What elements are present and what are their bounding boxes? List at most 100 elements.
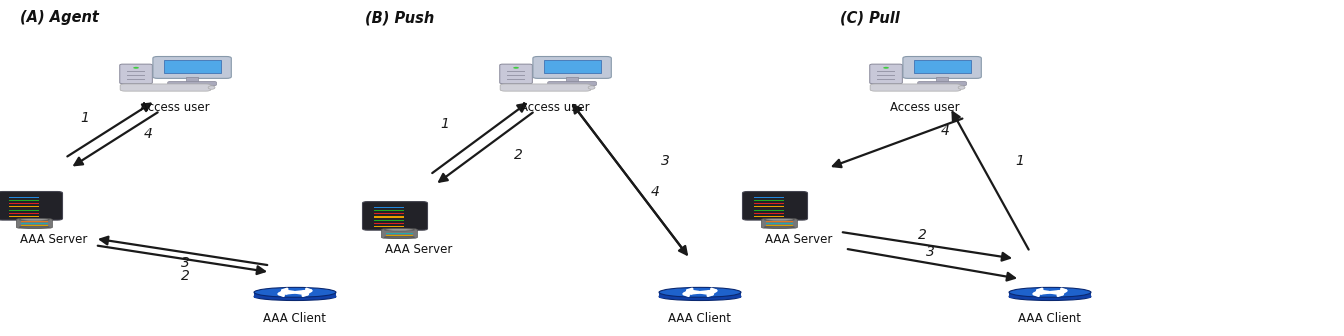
Ellipse shape — [384, 236, 414, 239]
Bar — [876, 75, 895, 76]
FancyBboxPatch shape — [918, 81, 966, 86]
FancyBboxPatch shape — [153, 56, 231, 78]
Text: 3: 3 — [660, 154, 669, 168]
Bar — [374, 223, 405, 224]
FancyBboxPatch shape — [762, 219, 797, 228]
Ellipse shape — [384, 228, 414, 231]
Text: AAA Client: AAA Client — [668, 312, 731, 325]
Bar — [754, 200, 785, 201]
Text: AAA Client: AAA Client — [263, 312, 327, 325]
Bar — [876, 79, 895, 80]
Ellipse shape — [1009, 293, 1091, 300]
FancyBboxPatch shape — [382, 229, 418, 238]
Text: 4: 4 — [144, 127, 152, 141]
FancyBboxPatch shape — [1009, 292, 1091, 298]
Text: AAA Server: AAA Server — [384, 243, 453, 256]
Text: 1: 1 — [81, 111, 90, 125]
FancyBboxPatch shape — [120, 64, 152, 84]
Ellipse shape — [19, 218, 50, 221]
Text: AAA Client: AAA Client — [1019, 312, 1082, 325]
Text: 3: 3 — [180, 256, 190, 270]
Bar — [754, 197, 785, 198]
Text: 1: 1 — [1016, 154, 1024, 168]
Ellipse shape — [765, 226, 794, 228]
Text: (A) Agent: (A) Agent — [20, 10, 99, 25]
FancyBboxPatch shape — [168, 81, 216, 86]
FancyBboxPatch shape — [363, 202, 427, 230]
Circle shape — [133, 67, 138, 69]
Circle shape — [883, 67, 888, 69]
Ellipse shape — [958, 86, 965, 89]
Text: AAA Server: AAA Server — [765, 233, 832, 246]
Ellipse shape — [208, 86, 215, 89]
Bar — [754, 216, 785, 217]
Text: (C) Pull: (C) Pull — [840, 10, 899, 25]
Bar — [754, 213, 785, 214]
FancyBboxPatch shape — [16, 219, 52, 228]
Text: Access user: Access user — [140, 101, 210, 114]
Bar — [374, 216, 405, 217]
FancyBboxPatch shape — [870, 64, 902, 84]
Bar — [22, 223, 48, 224]
FancyBboxPatch shape — [500, 84, 591, 91]
Text: Access user: Access user — [520, 101, 590, 114]
Bar — [126, 79, 145, 80]
Bar — [22, 225, 48, 226]
Bar — [374, 207, 405, 208]
Bar — [126, 75, 145, 76]
Bar — [766, 225, 793, 226]
Bar — [22, 221, 48, 222]
FancyBboxPatch shape — [254, 292, 336, 298]
Bar — [937, 77, 948, 82]
Bar — [914, 60, 970, 73]
Bar — [507, 71, 526, 72]
Text: 4: 4 — [941, 124, 949, 138]
Text: 2: 2 — [918, 228, 926, 242]
Bar — [187, 77, 198, 82]
Bar — [507, 75, 526, 76]
Bar — [9, 213, 39, 214]
Bar — [374, 220, 405, 221]
FancyBboxPatch shape — [500, 64, 532, 84]
Circle shape — [513, 67, 519, 69]
FancyBboxPatch shape — [870, 84, 961, 91]
FancyBboxPatch shape — [548, 81, 597, 86]
Bar — [374, 226, 405, 227]
Text: 1: 1 — [441, 117, 449, 131]
FancyBboxPatch shape — [903, 56, 981, 78]
Ellipse shape — [19, 226, 50, 228]
Text: 2: 2 — [180, 269, 190, 283]
Bar — [754, 210, 785, 211]
FancyBboxPatch shape — [534, 56, 612, 78]
Bar — [566, 77, 578, 82]
Text: 4: 4 — [650, 184, 660, 199]
Bar — [374, 210, 405, 211]
Ellipse shape — [765, 218, 794, 221]
Bar — [507, 79, 526, 80]
Ellipse shape — [659, 287, 741, 297]
Bar — [754, 206, 785, 207]
Bar — [9, 210, 39, 211]
Bar — [543, 60, 601, 73]
FancyBboxPatch shape — [659, 292, 741, 298]
Bar — [9, 200, 39, 201]
Text: Access user: Access user — [890, 101, 960, 114]
Text: 2: 2 — [513, 148, 523, 162]
Bar — [766, 223, 793, 224]
Bar — [754, 203, 785, 204]
Bar — [876, 71, 895, 72]
Text: (B) Push: (B) Push — [366, 10, 434, 25]
Ellipse shape — [659, 293, 741, 300]
Bar — [126, 71, 145, 72]
Bar — [9, 206, 39, 207]
Text: AAA Server: AAA Server — [20, 233, 87, 246]
Bar — [766, 221, 793, 222]
Bar — [164, 60, 220, 73]
FancyBboxPatch shape — [120, 84, 211, 91]
Bar — [374, 213, 405, 214]
Text: 3: 3 — [926, 245, 934, 259]
FancyBboxPatch shape — [742, 192, 808, 220]
Bar — [9, 216, 39, 217]
Ellipse shape — [254, 293, 336, 300]
Ellipse shape — [589, 86, 595, 89]
